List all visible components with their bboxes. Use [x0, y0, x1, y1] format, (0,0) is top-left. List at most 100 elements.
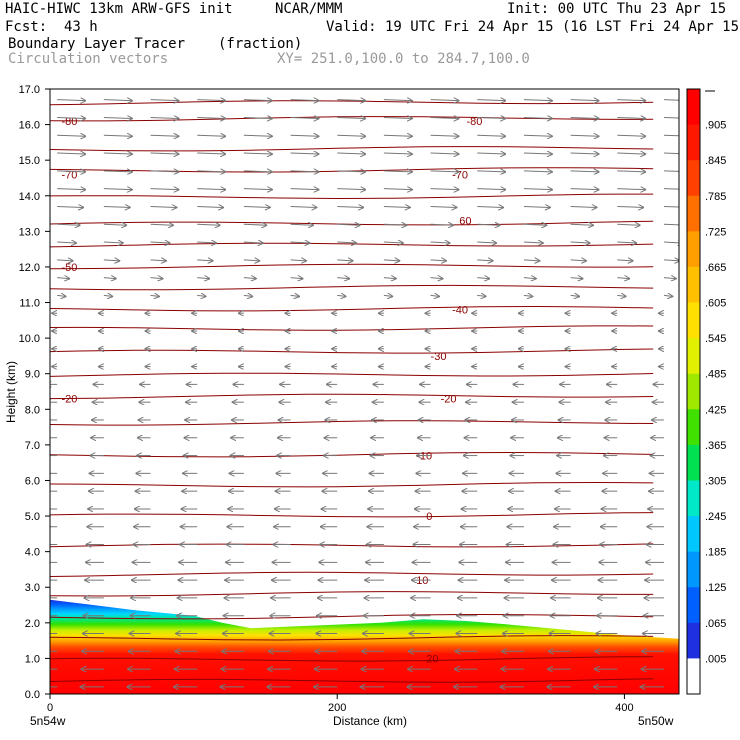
x-tick-label: 400 [615, 702, 633, 714]
vector-arrow [103, 242, 123, 243]
temperature-contour [50, 656, 654, 662]
vector-arrow [103, 135, 132, 136]
vector-arrow [523, 278, 536, 279]
vector-arrow [383, 117, 412, 118]
colorbar-label: .785 [705, 191, 726, 203]
vector-arrow [57, 260, 72, 261]
vector-arrow [523, 117, 552, 118]
vector-arrow [383, 242, 403, 243]
vector-arrow [197, 206, 223, 207]
vector-arrow [57, 135, 85, 136]
vector-arrow [430, 224, 453, 225]
vector-arrow [477, 100, 505, 101]
vector-arrow [617, 260, 632, 261]
temperature-contour [50, 284, 654, 291]
vector-arrow [523, 224, 546, 225]
circulation-vectors [50, 100, 679, 687]
vector-arrow [243, 117, 272, 118]
vector-arrow [103, 295, 112, 296]
y-tick-label: 4.0 [25, 547, 40, 559]
vector-arrow [430, 189, 459, 190]
colorbar-label: .425 [705, 404, 726, 416]
vector-arrow [150, 100, 179, 101]
vector-arrow [523, 100, 552, 101]
vector-arrow [103, 117, 132, 118]
vector-arrow [570, 100, 599, 101]
vector-arrow [570, 295, 579, 296]
vector-arrow [57, 295, 65, 296]
vector-arrow [570, 153, 599, 154]
vector-arrow [523, 135, 552, 136]
contour-label: -80 [466, 116, 482, 128]
colorbar-label: .125 [705, 582, 726, 594]
vector-arrow [523, 171, 552, 172]
vector-arrow [383, 100, 412, 101]
xy-label: XY= 251.0,100.0 to 284.7,100.0 [277, 51, 530, 67]
temperature-contour [50, 451, 654, 458]
vector-arrow [337, 135, 365, 136]
vector-arrow [243, 189, 272, 190]
vector-arrow [290, 117, 319, 118]
vector-arrow [290, 171, 319, 172]
vector-arrow [663, 223, 679, 226]
x-tick-label: 200 [328, 702, 346, 714]
vector-arrow [477, 206, 503, 207]
colorbar-label: .725 [705, 226, 726, 238]
vector-arrow [663, 260, 679, 261]
vector-arrow [243, 242, 263, 243]
temperature-contour [50, 193, 654, 200]
vector-arrow [383, 206, 410, 207]
vector-arrow [430, 242, 450, 243]
vector-arrow [383, 135, 412, 136]
vector-arrow [570, 224, 593, 225]
fcst-value: 43 h [64, 19, 98, 35]
vector-arrow [197, 224, 219, 225]
vector-arrow [383, 260, 399, 261]
vector-arrow [617, 189, 645, 190]
vector-arrow [103, 100, 132, 101]
vector-arrow [103, 189, 132, 190]
vector-arrow [617, 135, 645, 136]
vector-arrow [57, 100, 85, 101]
vector-arrow [57, 117, 85, 118]
vector-arrow [243, 171, 272, 172]
colorbar-label: .065 [705, 618, 726, 630]
vector-arrow [383, 295, 392, 296]
colorbar-label: .365 [705, 440, 726, 452]
colorbar-swatch [687, 195, 700, 232]
y-tick-label: 17.0 [19, 84, 40, 96]
vector-arrow [57, 224, 79, 225]
vector-arrow [290, 260, 306, 261]
y-tick-label: 7.0 [25, 440, 40, 452]
vector-arrow [290, 278, 303, 279]
vector-arrow [197, 117, 225, 118]
vector-arrow [57, 206, 83, 207]
y-tick-label: 5.0 [25, 511, 40, 523]
vector-arrow [103, 278, 116, 279]
vector-arrow [523, 260, 539, 261]
vector-arrow [430, 153, 459, 154]
vector-arrow [337, 295, 345, 296]
contour-label: -10 [416, 451, 432, 463]
colorbar-swatch [687, 302, 700, 339]
boundary-layer-tracer-fill [50, 599, 679, 694]
vector-arrow [617, 171, 645, 172]
vector-arrow [337, 206, 363, 207]
vector-arrow [477, 117, 505, 118]
vector-arrow [523, 153, 552, 154]
temperature-contour [50, 372, 654, 377]
vector-arrow [477, 295, 485, 296]
vector-arrow [243, 260, 259, 261]
vector-arrow [103, 224, 126, 225]
colorbar-swatch [687, 551, 700, 588]
colorbar-label: .005 [705, 653, 726, 665]
y-tick-label: 8.0 [25, 404, 40, 416]
vector-arrow [523, 189, 552, 190]
colorbar: .005 .065 .125 .185 .245 .305 .365 .425 .485 .545… [686, 88, 726, 695]
y-tick-label: 3.0 [25, 582, 40, 594]
colorbar-label: .845 [705, 155, 726, 167]
y-tick-label: 14.0 [19, 191, 40, 203]
x-end-label: 5n50w [638, 714, 674, 728]
contour-label: -80 [61, 116, 77, 128]
x-start-label: 5n54w [30, 714, 66, 728]
